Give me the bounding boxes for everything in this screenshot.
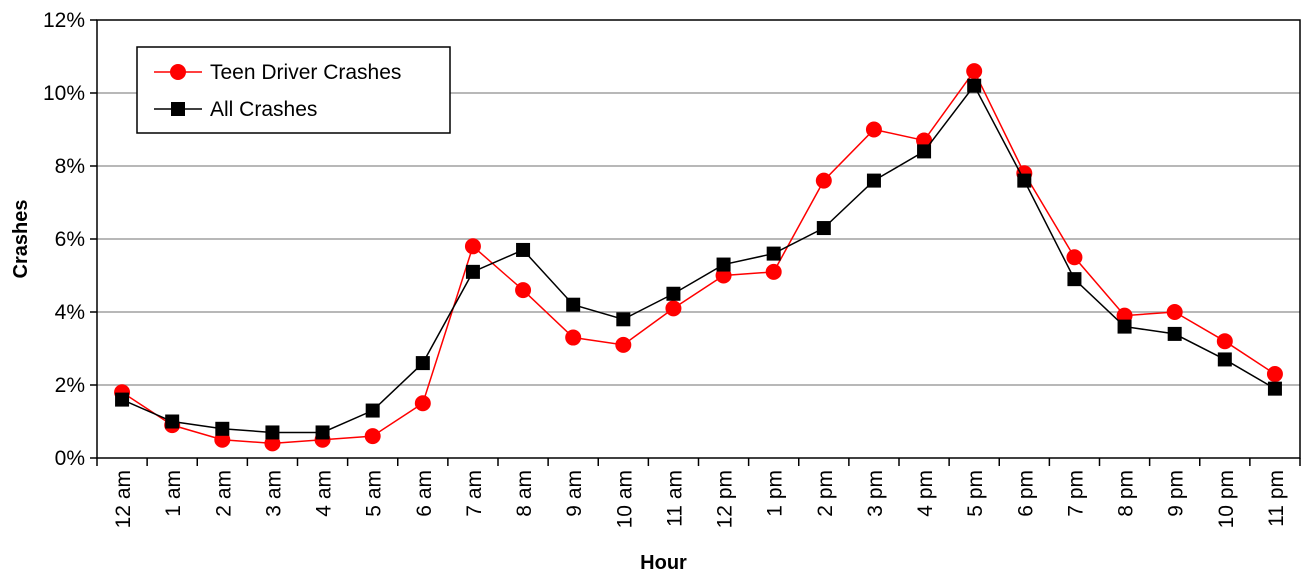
data-point-square: [516, 242, 531, 257]
data-point-circle: [1266, 366, 1283, 383]
legend-entry: All Crashes: [154, 98, 317, 121]
data-point-square: [1017, 173, 1032, 188]
data-point-square: [716, 257, 731, 272]
data-point-square: [415, 356, 430, 371]
data-point-circle: [815, 172, 832, 189]
data-point-square: [465, 264, 480, 279]
data-point-circle: [966, 63, 983, 80]
x-tick-label: 6 pm: [1014, 470, 1037, 517]
data-point-circle: [1066, 249, 1083, 266]
x-tick-label: 8 pm: [1115, 470, 1138, 517]
x-tick-label: 3 pm: [864, 470, 887, 517]
data-point-square: [917, 144, 932, 159]
y-axis-ticks: 0% 2% 4% 6% 8% 10% 12%: [43, 9, 97, 470]
data-point-circle: [515, 282, 532, 299]
x-tick-label: 5 am: [363, 470, 386, 517]
data-point-square: [1267, 381, 1282, 396]
x-tick-label: 10 am: [613, 470, 636, 528]
data-point-circle: [364, 428, 381, 445]
data-point-circle: [414, 395, 431, 412]
y-tick-label: 0%: [55, 447, 85, 470]
x-tick-label: 9 am: [563, 470, 586, 517]
legend-label: All Crashes: [210, 98, 317, 121]
x-tick-label: 11 pm: [1265, 470, 1288, 527]
data-point-circle: [1216, 333, 1233, 350]
y-tick-label: 4%: [55, 301, 85, 324]
data-point-square: [666, 286, 681, 301]
legend-label: Teen Driver Crashes: [210, 61, 401, 84]
data-point-square: [616, 312, 631, 327]
data-point-square: [566, 297, 581, 312]
x-axis-title: Hour: [640, 552, 687, 574]
x-tick-label: 12 am: [112, 470, 135, 528]
series-line: [121, 69, 1276, 445]
data-point-circle: [1166, 304, 1183, 320]
legend-marker: [171, 102, 185, 116]
data-point-square: [365, 403, 380, 418]
x-tick-label: 9 pm: [1165, 470, 1188, 517]
data-point-square: [1217, 352, 1232, 367]
legend: Teen Driver Crashes All Crashes: [136, 46, 451, 134]
legend-entry: Teen Driver Crashes: [154, 61, 401, 84]
x-tick-label: 11 am: [663, 470, 686, 527]
data-point-circle: [765, 263, 782, 280]
x-tick-label: 3 am: [262, 470, 285, 517]
series-layer: [114, 63, 1283, 452]
data-point-circle: [615, 336, 632, 353]
x-tick-label: 2 pm: [814, 470, 837, 517]
data-point-square: [766, 246, 781, 261]
data-point-square: [265, 425, 280, 440]
x-tick-label: 12 pm: [714, 470, 737, 528]
x-tick-label: 7 pm: [1064, 470, 1087, 517]
x-axis-ticks: 12 am 1 am 2 am 3 am 4 am 5 am 6 am 7 am 8 am 9 a…: [96, 458, 1301, 528]
data-point-square: [967, 78, 982, 93]
data-point-square: [215, 421, 230, 436]
series-line: [121, 84, 1276, 434]
x-tick-label: 1 am: [162, 470, 185, 517]
y-tick-label: 12%: [43, 9, 85, 32]
data-point-circle: [665, 300, 682, 317]
data-point-square: [866, 173, 881, 188]
x-tick-label: 4 am: [313, 470, 336, 517]
legend-marker: [170, 64, 186, 80]
data-point-circle: [865, 121, 882, 138]
x-tick-label: 7 am: [463, 470, 486, 517]
y-tick-label: 10%: [43, 82, 85, 105]
y-tick-label: 8%: [55, 155, 85, 178]
y-tick-label: 6%: [55, 228, 85, 251]
data-point-square: [165, 414, 180, 429]
data-point-circle: [464, 238, 481, 255]
legend-box: [136, 46, 451, 134]
data-point-square: [115, 392, 130, 407]
x-tick-label: 5 pm: [964, 470, 987, 517]
x-tick-label: 4 pm: [914, 470, 937, 517]
x-tick-label: 1 pm: [764, 470, 787, 517]
series-all-crashes: [115, 78, 1282, 440]
data-point-square: [315, 425, 330, 440]
data-point-square: [1167, 326, 1182, 341]
x-tick-label: 8 am: [513, 470, 536, 517]
x-tick-label: 2 am: [212, 470, 235, 517]
y-axis-title: Crashes: [10, 200, 32, 279]
data-point-square: [816, 221, 831, 236]
y-tick-label: 2%: [55, 374, 85, 397]
data-point-circle: [565, 329, 582, 346]
x-tick-label: 6 am: [413, 470, 436, 517]
x-tick-label: 10 pm: [1215, 470, 1238, 528]
data-point-square: [1117, 319, 1132, 334]
data-point-square: [1067, 272, 1082, 287]
gridlines: [97, 92, 1300, 386]
